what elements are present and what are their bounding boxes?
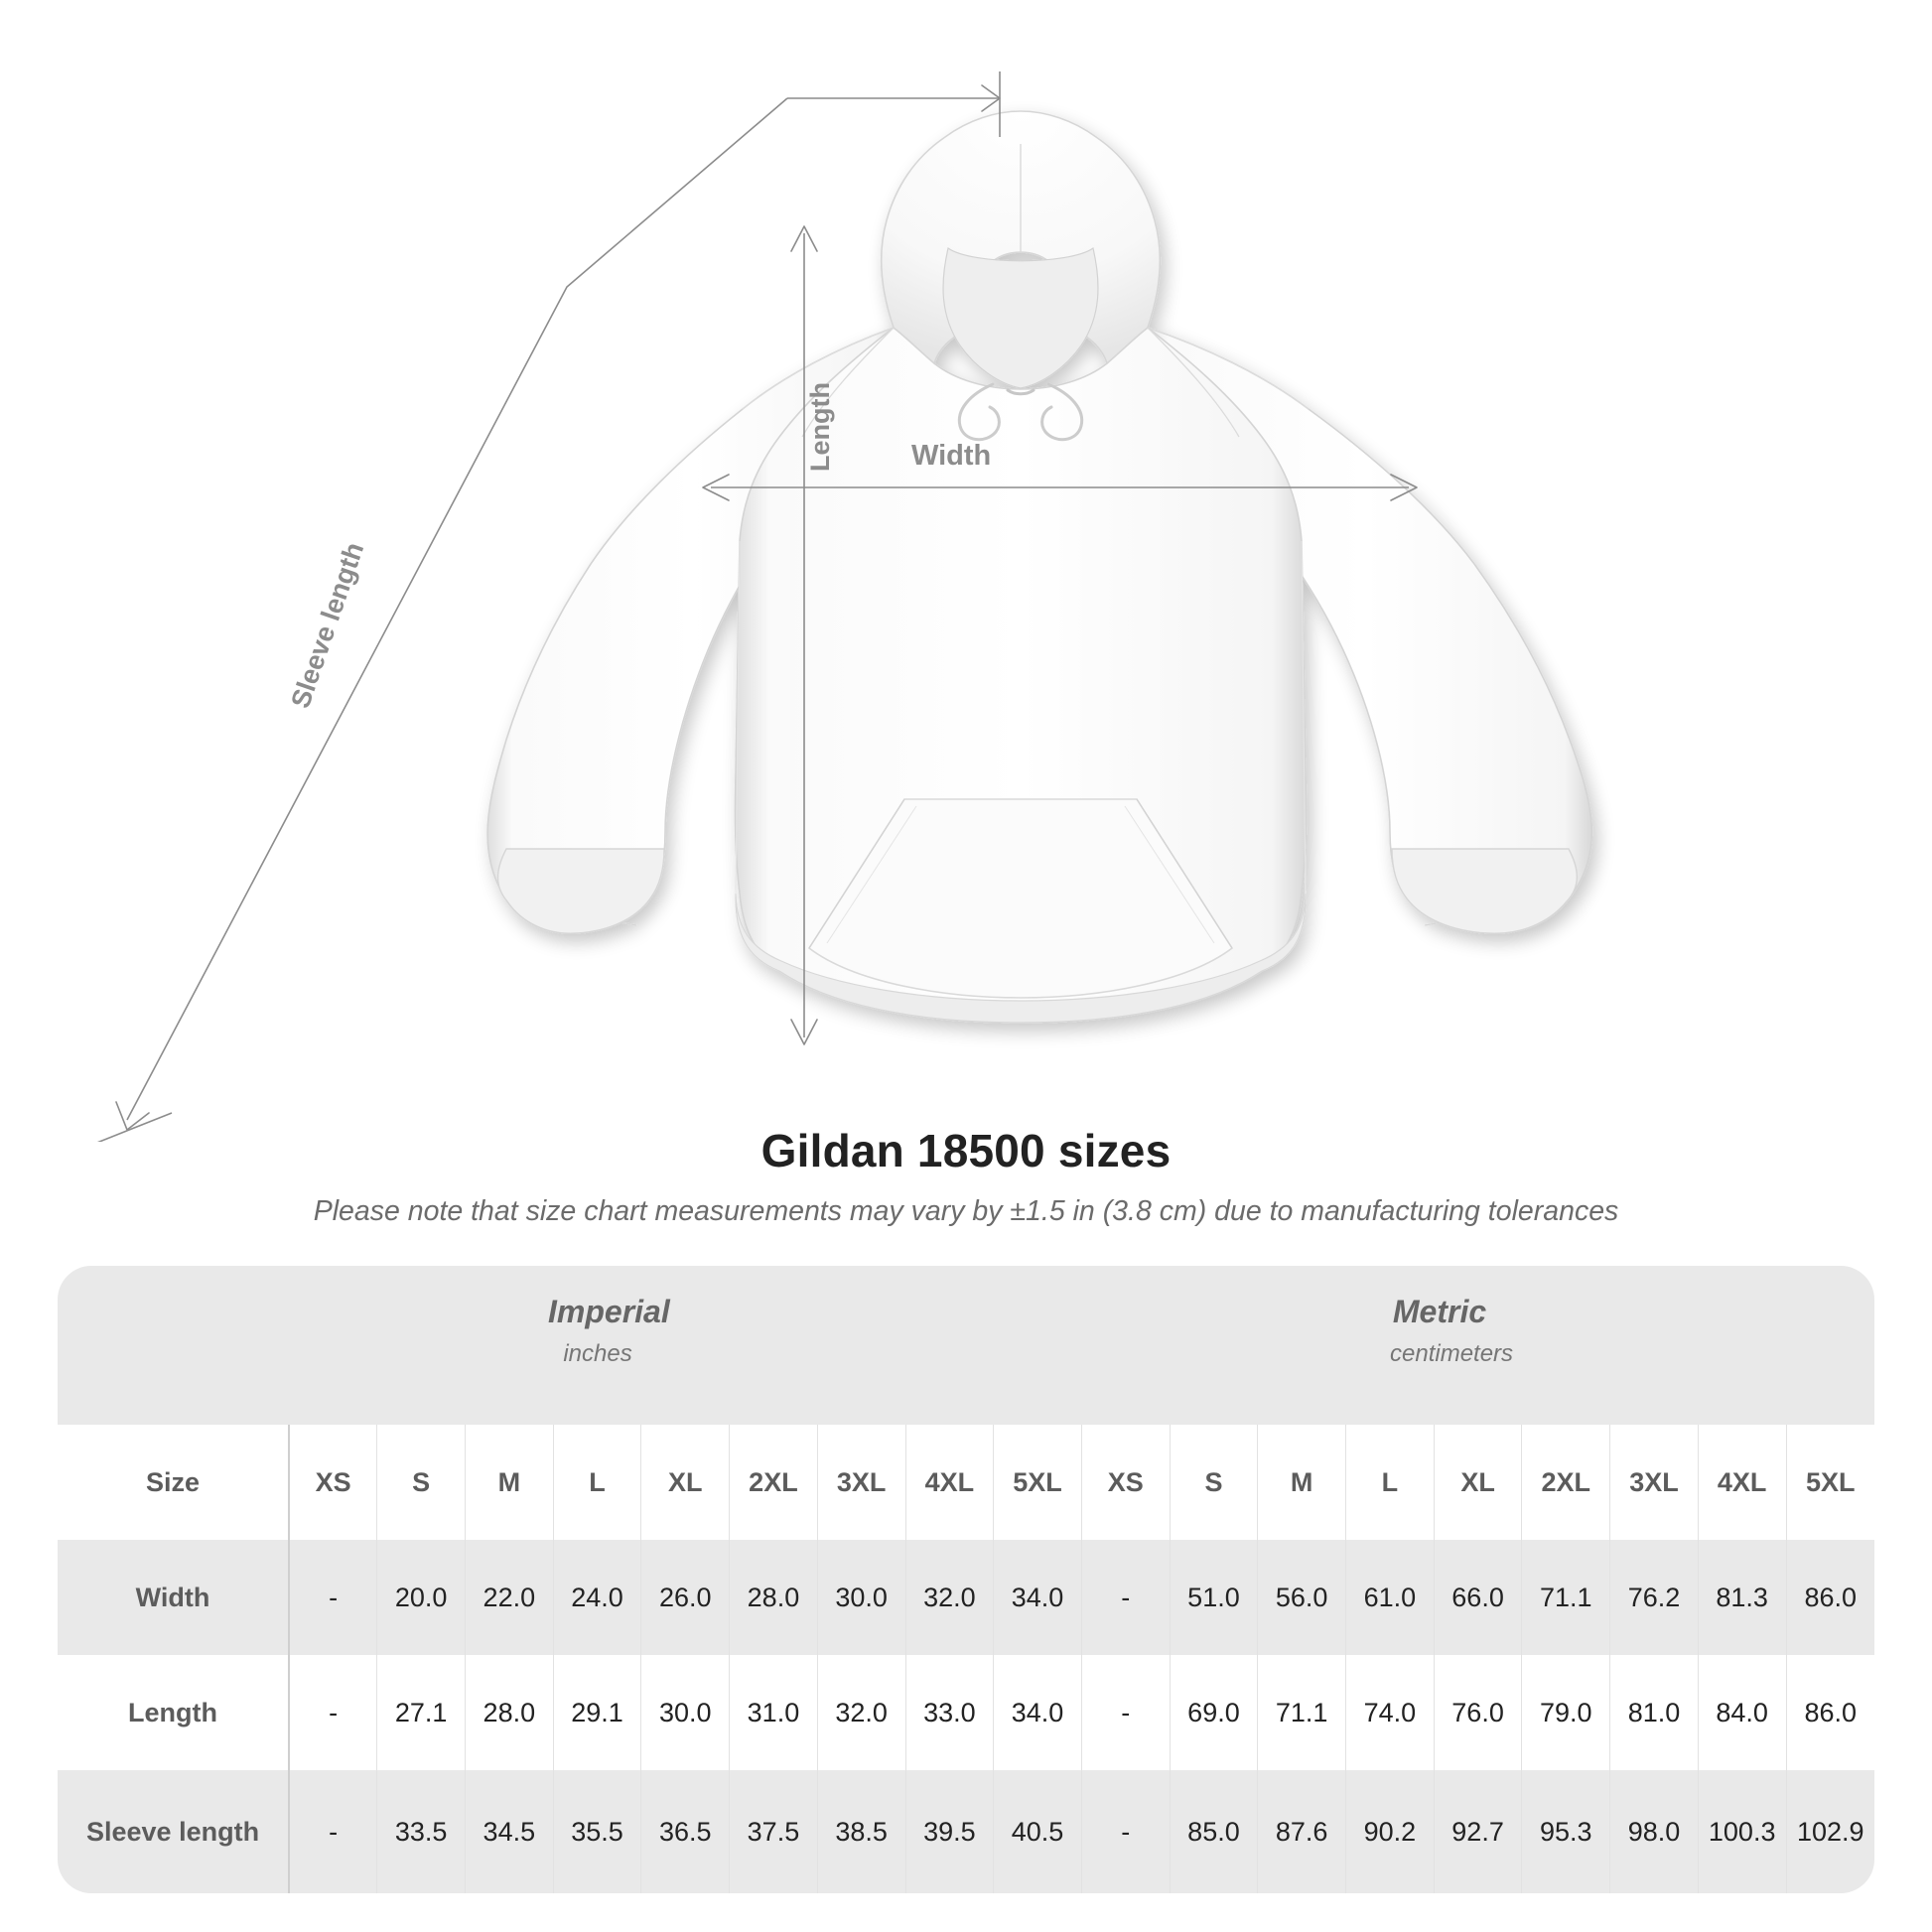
svg-text:Length: Length: [805, 382, 835, 472]
svg-text:Width: Width: [911, 440, 991, 472]
